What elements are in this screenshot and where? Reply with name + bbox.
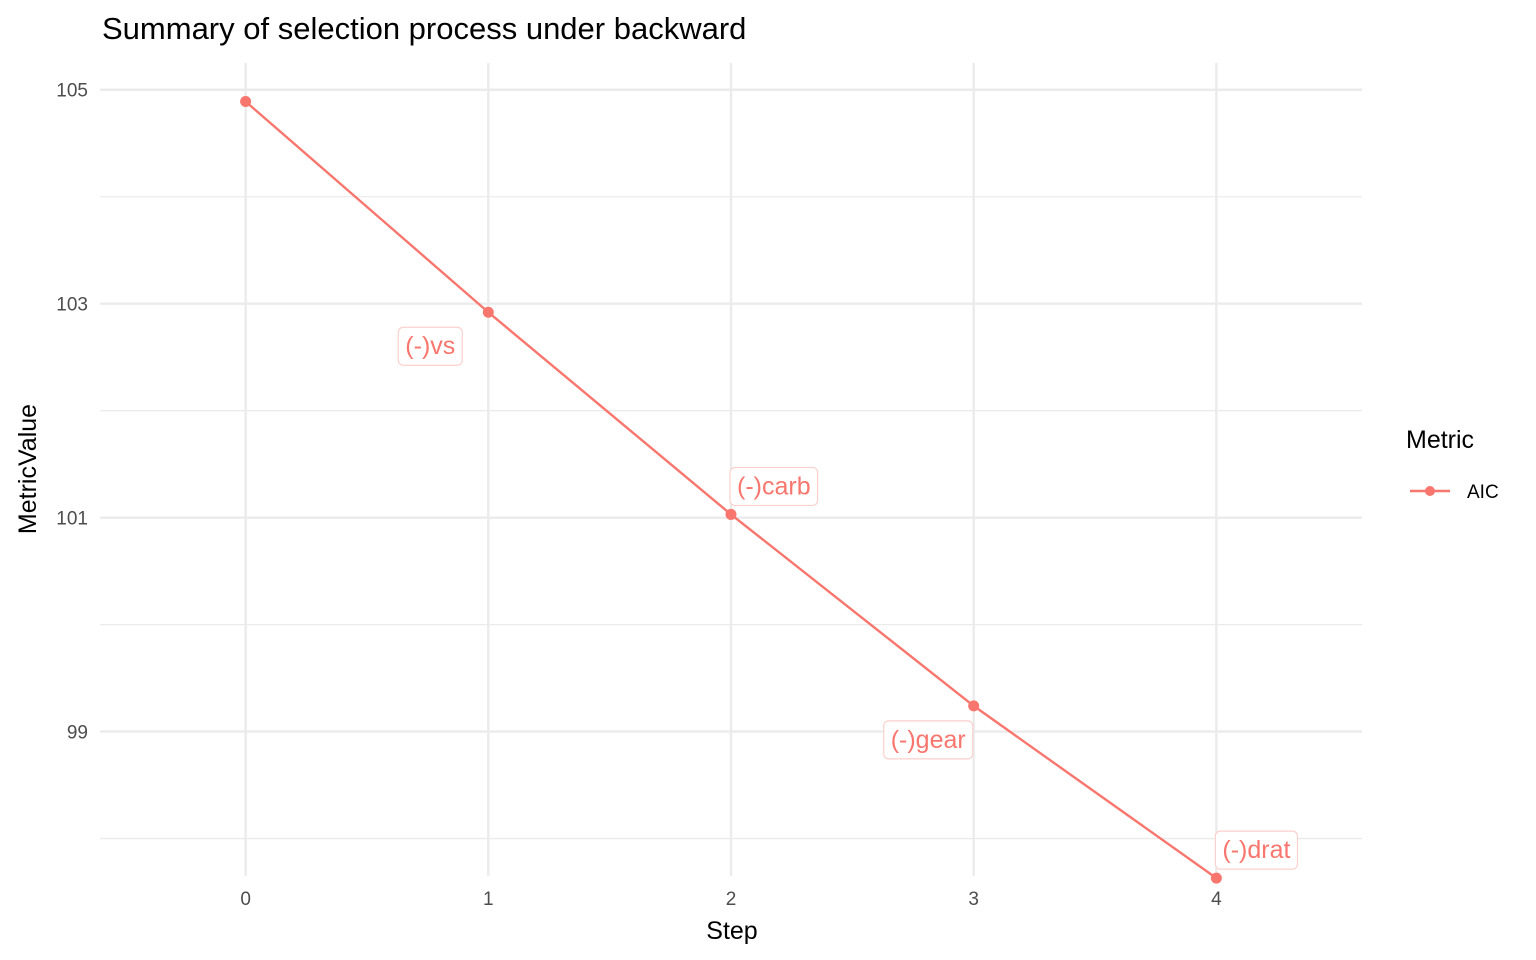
data-point <box>725 508 737 520</box>
annotation-text: (-)vs <box>405 332 455 360</box>
legend-label-aic: AIC <box>1467 482 1499 503</box>
x-axis-title: Step <box>706 917 757 945</box>
axes: 99 101 103 105 0 1 2 3 4 <box>56 81 1222 910</box>
y-tick-label: 105 <box>56 81 88 102</box>
y-tick-label: 99 <box>67 723 88 744</box>
legend-title: Metric <box>1406 426 1474 454</box>
annotation-box <box>1214 830 1299 870</box>
annotation-box <box>883 720 974 760</box>
data-point <box>482 306 494 318</box>
y-tick-label: 101 <box>56 509 88 530</box>
legend-key-point <box>1425 486 1435 496</box>
legend: Metric AIC <box>1406 426 1499 503</box>
annotation-box <box>729 466 819 507</box>
annotation-label: (-)drat <box>1214 830 1299 870</box>
x-tick-label: 0 <box>240 889 251 910</box>
x-tick-label: 1 <box>483 889 494 910</box>
annotation-box <box>397 326 463 366</box>
annotation-text: (-)drat <box>1222 836 1290 864</box>
y-axis-title: MetricValue <box>14 404 42 534</box>
annotation-label: (-)carb <box>729 466 819 507</box>
annotation-text: (-)carb <box>737 472 811 500</box>
data-point <box>968 700 980 712</box>
annotation-label: (-)gear <box>883 720 974 760</box>
series-layer <box>240 96 1222 884</box>
y-tick-label: 103 <box>56 295 88 316</box>
x-tick-label: 2 <box>726 889 737 910</box>
x-tick-label: 3 <box>968 889 979 910</box>
chart-title: Summary of selection process under backw… <box>102 11 746 46</box>
data-point <box>1210 872 1222 884</box>
data-point <box>240 96 252 108</box>
annotation-label: (-)vs <box>397 326 463 366</box>
annotations: (-)vs (-)carb (-)gear (-)drat <box>397 326 1299 870</box>
annotation-text: (-)gear <box>891 726 966 754</box>
x-tick-label: 4 <box>1211 889 1222 910</box>
